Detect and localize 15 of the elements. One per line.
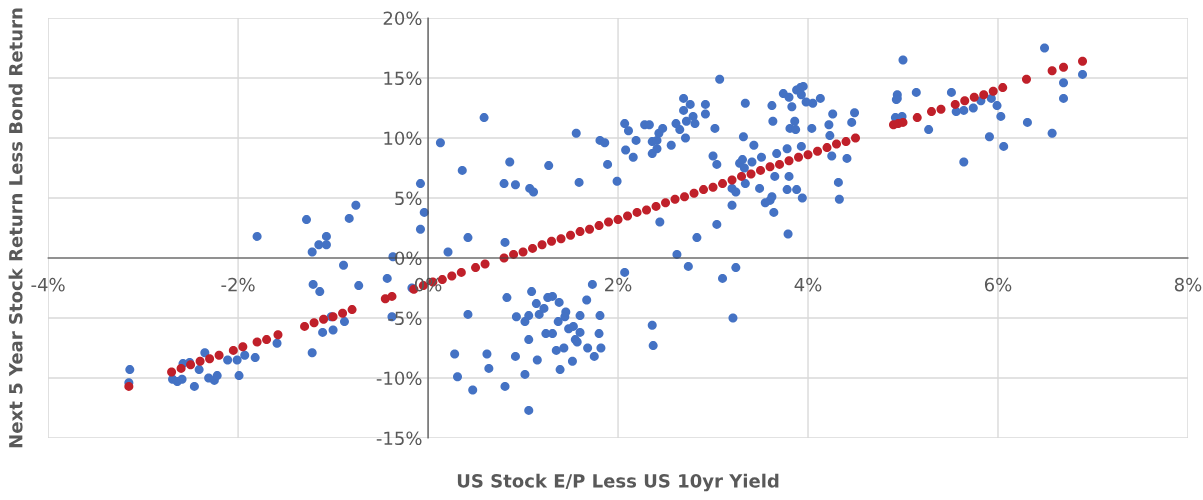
- x-tick-label: 8%: [1174, 277, 1202, 292]
- y-tick-label: 10%: [384, 131, 422, 146]
- y-tick-label: -5%: [388, 311, 422, 326]
- y-tick-label: -15%: [376, 431, 422, 446]
- x-tick-label: -2%: [221, 277, 255, 292]
- y-tick-label: 20%: [383, 11, 422, 26]
- y-tick-label: 15%: [384, 71, 422, 86]
- x-tick-label: 6%: [984, 277, 1012, 292]
- y-tick-label: 5%: [395, 191, 422, 206]
- x-tick-label: -4%: [31, 277, 65, 292]
- x-tick-label: 4%: [794, 277, 822, 292]
- y-tick-label: -10%: [376, 371, 422, 386]
- x-tick-label: 2%: [605, 277, 632, 292]
- x-axis-title: US Stock E/P Less US 10yr Yield: [457, 473, 779, 492]
- y-axis-title: Next 5 Year Stock Return Less Bond Return: [8, 8, 23, 448]
